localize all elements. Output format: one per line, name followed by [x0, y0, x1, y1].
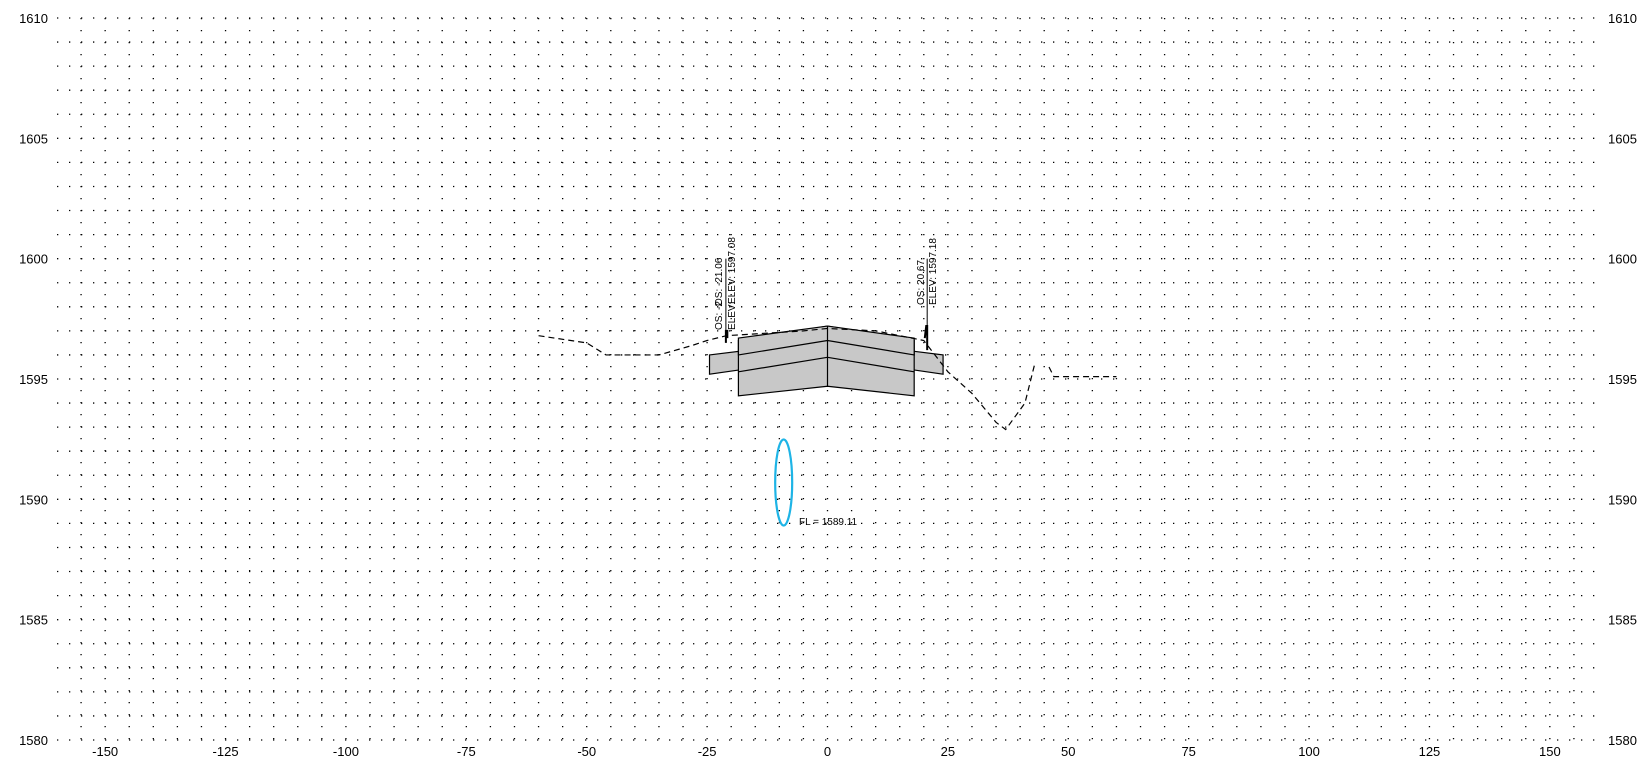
left-elev-label-overlap: ELEV: — [727, 302, 738, 330]
left-offset-label: OS: -21.06 — [714, 257, 725, 306]
right-curb — [923, 325, 929, 351]
left-offset-label-overlap: OS: -2 — [714, 301, 725, 330]
y-tick-label: 1600 — [19, 252, 48, 267]
flowline-label: FL = 1589.11 — [799, 517, 858, 528]
ground-profile-right — [1048, 366, 1117, 378]
y-tick-label: 1605 — [1608, 131, 1637, 146]
left-curb — [724, 329, 729, 343]
x-tick-label: 150 — [1539, 744, 1561, 759]
x-tick-label: 100 — [1298, 744, 1320, 759]
y-tick-label: 1585 — [19, 613, 48, 628]
left-elev-label: ELEV: 1597.08 — [727, 237, 738, 304]
x-tick-label: 0 — [824, 744, 831, 759]
right-elev-label: ELEV: 1597.18 — [928, 238, 939, 305]
y-tick-label: 1590 — [19, 492, 48, 507]
x-axis-tick-labels: -150 -125 -100 -75 -50 -25 0 25 50 75 100 125 150 — [92, 744, 1561, 759]
y-tick-label: 1610 — [19, 11, 48, 26]
x-tick-label: -75 — [457, 744, 476, 759]
y-tick-label: 1595 — [19, 372, 48, 387]
x-tick-label: -150 — [92, 744, 118, 759]
ground-profile — [538, 327, 1036, 431]
pipe-outline — [774, 438, 794, 527]
y-tick-label: 1590 — [1608, 492, 1637, 507]
y-tick-label: 1605 — [19, 131, 48, 146]
x-tick-label: -100 — [333, 744, 359, 759]
y-tick-label: 1600 — [1608, 252, 1637, 267]
y-tick-label: 1585 — [1608, 613, 1637, 628]
layer-boundary — [827, 356, 915, 373]
x-tick-label: 50 — [1061, 744, 1075, 759]
x-tick-label: 25 — [941, 744, 955, 759]
existing-ground-line — [538, 327, 1117, 431]
y-axis-tick-labels-right: 1580 1585 1590 1595 1600 1605 1610 — [1608, 11, 1637, 748]
callout-labels: OS: -2 OS: -21.06 ELEV: ELEV: 1597.08 OS… — [714, 237, 939, 528]
layer-boundary — [738, 356, 828, 373]
x-tick-label: 75 — [1181, 744, 1195, 759]
y-tick-label: 1580 — [19, 733, 48, 748]
right-offset-label: OS: 20.67 — [916, 260, 927, 305]
y-axis-tick-labels-left: 1580 1585 1590 1595 1600 1605 1610 — [19, 11, 48, 748]
x-tick-label: -125 — [213, 744, 239, 759]
dotted-grid — [57, 17, 1598, 741]
pipe-ellipse — [774, 438, 794, 527]
pavement-section — [708, 258, 944, 397]
x-tick-label: -50 — [577, 744, 596, 759]
x-tick-label: -25 — [698, 744, 717, 759]
y-tick-label: 1580 — [1608, 733, 1637, 748]
y-tick-label: 1610 — [1608, 11, 1637, 26]
y-tick-label: 1595 — [1608, 372, 1637, 387]
x-tick-label: 125 — [1419, 744, 1441, 759]
